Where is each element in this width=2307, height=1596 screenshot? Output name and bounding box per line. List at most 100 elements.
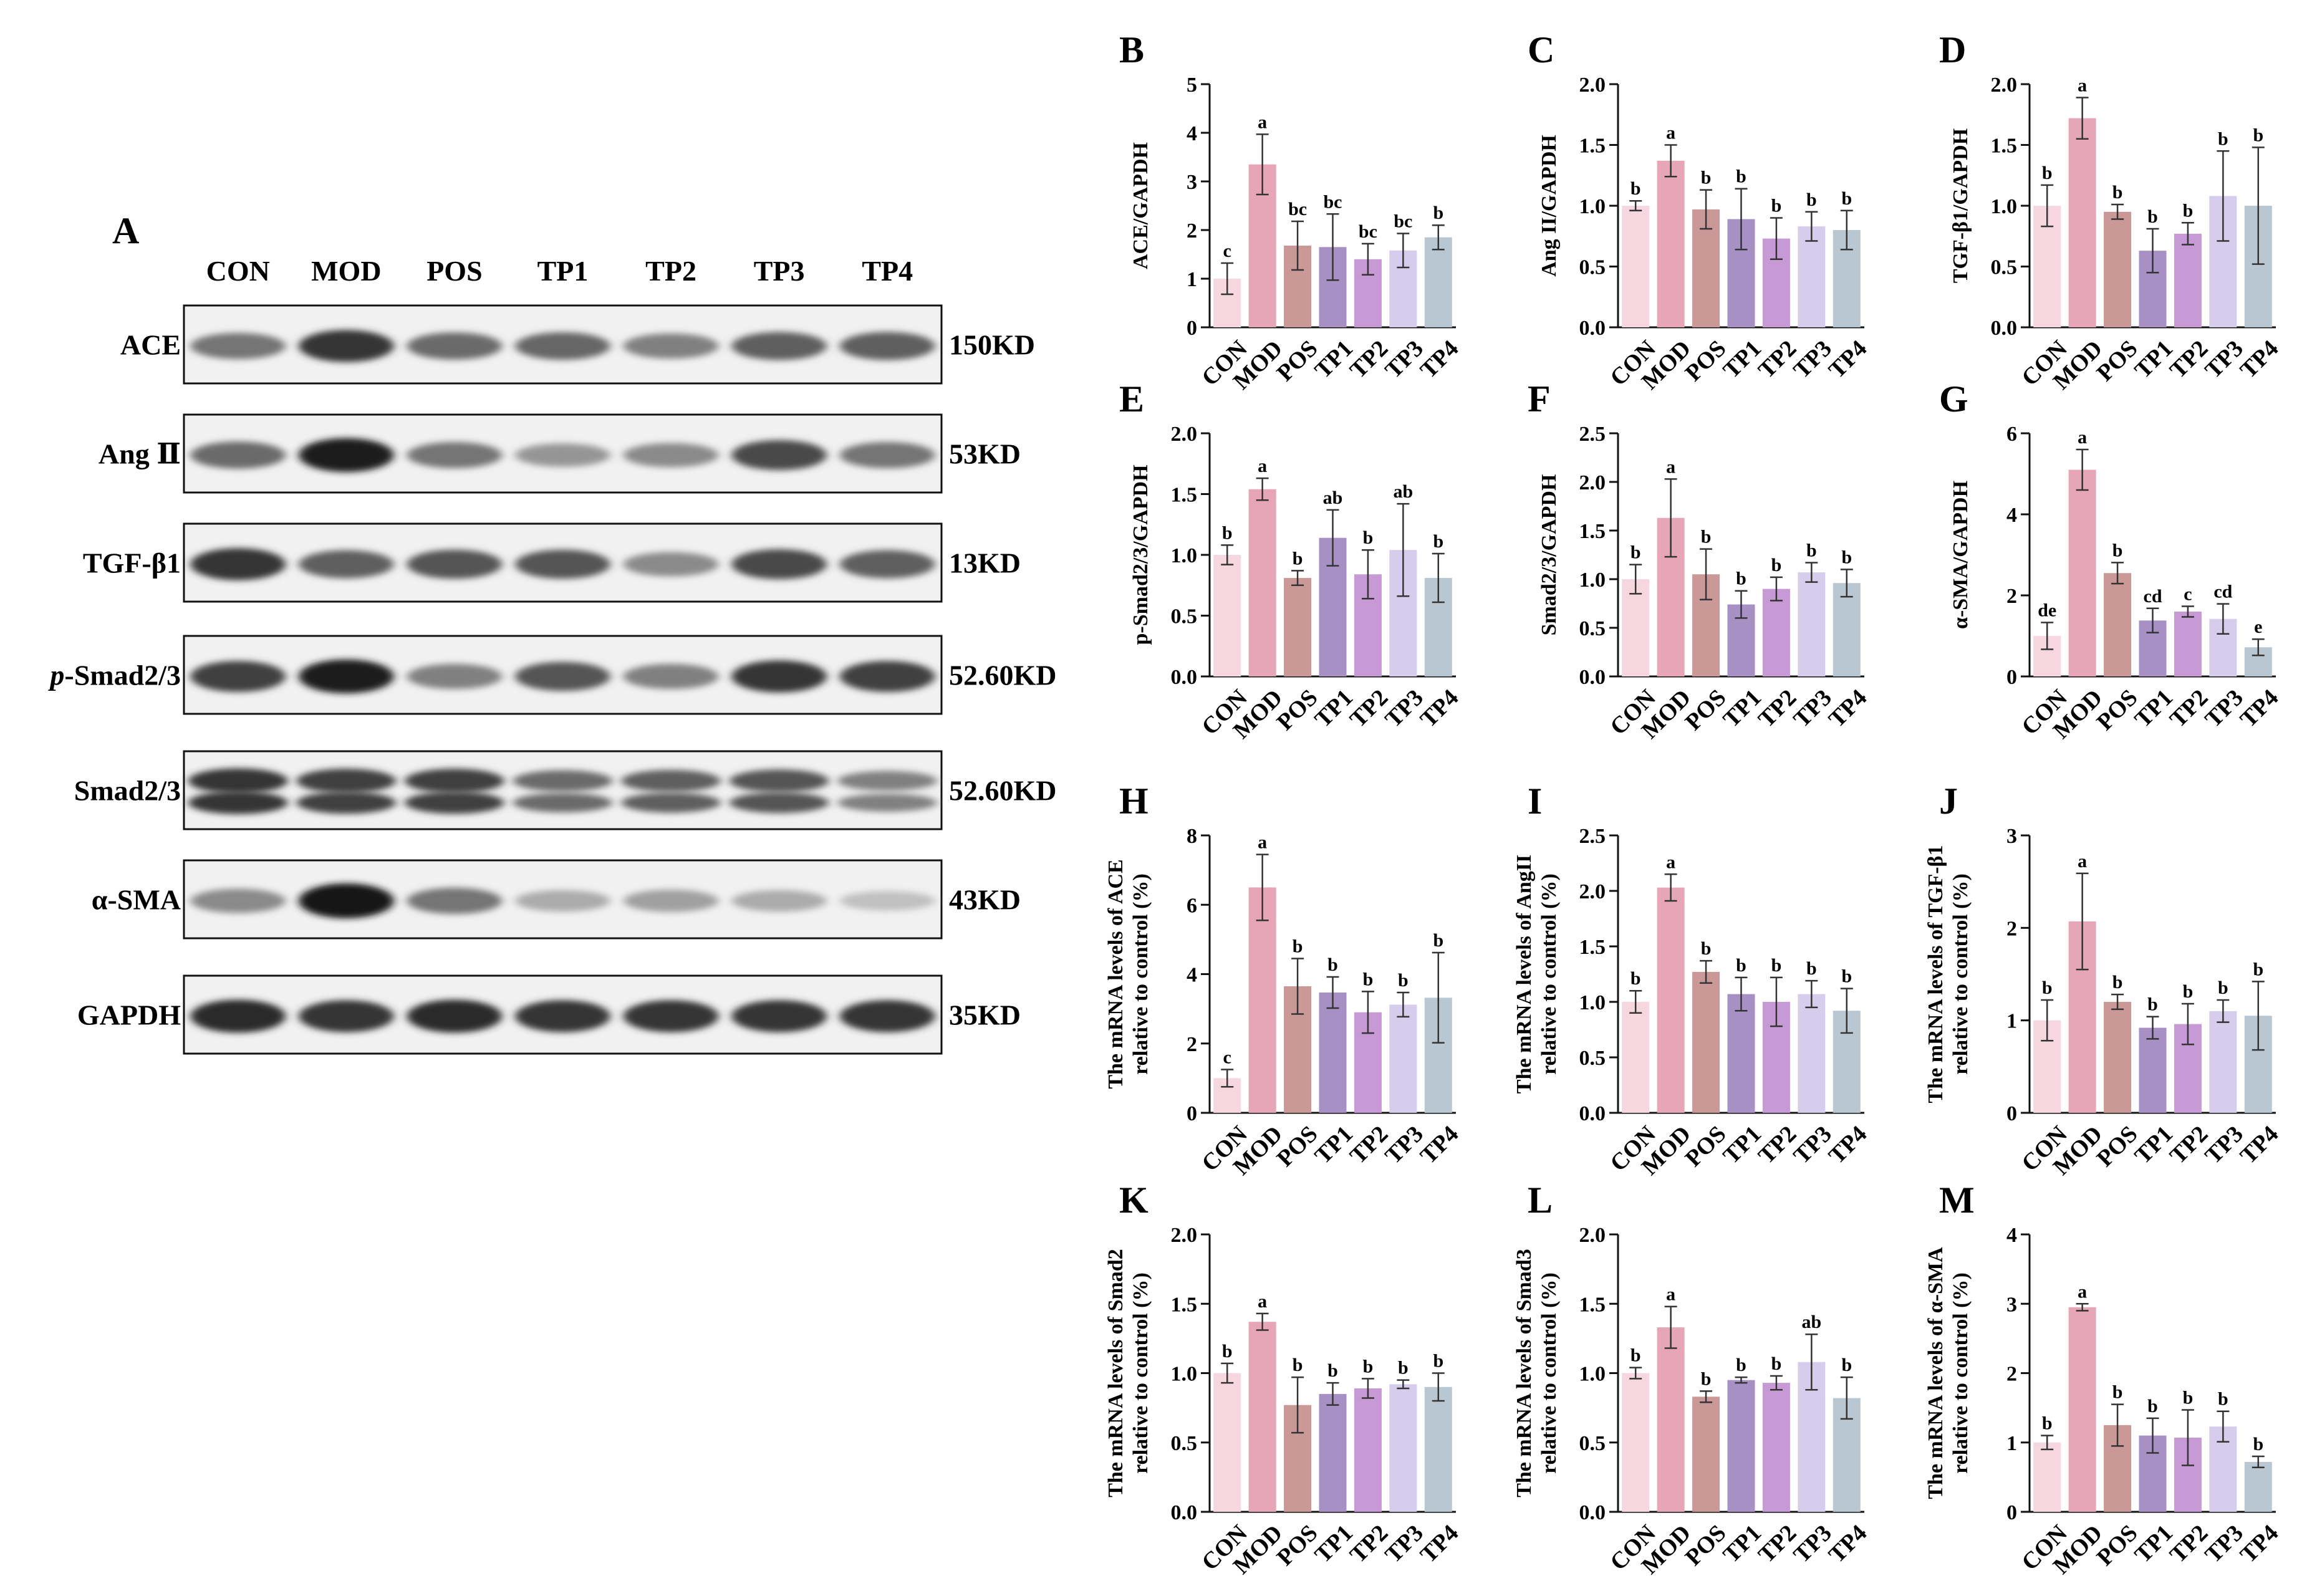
significance-label: a bbox=[1258, 456, 1267, 476]
significance-label: b bbox=[1630, 968, 1641, 989]
y-tick-label: 1.5 bbox=[1579, 135, 1606, 158]
x-tick-label: TP4 bbox=[2235, 1121, 2283, 1169]
significance-label: bc bbox=[1394, 211, 1412, 231]
blot-band bbox=[731, 1000, 827, 1032]
panel-letter-D: D bbox=[1939, 29, 1966, 70]
y-axis-label: relative to control (%) bbox=[1538, 1272, 1561, 1474]
blot-band bbox=[188, 791, 288, 814]
blot-band bbox=[729, 792, 829, 814]
blot-band bbox=[837, 771, 938, 791]
blot-rows: ACE 150KD Ang Ⅱ 53KD TGF-β1 13KD p-Smad2/3 52.6… bbox=[47, 304, 1057, 1055]
blot-band bbox=[298, 438, 394, 473]
panel-letter-J: J bbox=[1939, 781, 1958, 822]
chart-G: Gα-SMA/GAPDH0246deCONaMODbPOScdTP1cTP2cd… bbox=[1939, 378, 2283, 744]
bar bbox=[2104, 573, 2132, 676]
bar bbox=[1727, 1380, 1755, 1512]
bar bbox=[2174, 612, 2202, 676]
significance-label: b bbox=[1293, 548, 1303, 569]
blot-group-label: TP2 bbox=[645, 255, 696, 287]
y-tick-label: 2 bbox=[2006, 917, 2017, 940]
y-tick-label: 1.5 bbox=[1991, 135, 2018, 158]
y-tick-label: 1.0 bbox=[1579, 569, 1606, 592]
y-tick-label: 1.5 bbox=[1579, 1293, 1606, 1316]
y-tick-label: 1.0 bbox=[1171, 544, 1198, 567]
blot-band bbox=[407, 887, 503, 915]
significance-label: a bbox=[2078, 427, 2087, 448]
bar bbox=[2174, 233, 2202, 327]
bar bbox=[1622, 1002, 1650, 1113]
blot-band bbox=[515, 890, 610, 912]
y-axis-label: The mRNA levels of α-SMA bbox=[1924, 1247, 1947, 1499]
bar bbox=[1424, 1387, 1452, 1512]
significance-label: b bbox=[1293, 1355, 1303, 1375]
y-tick-label: 4 bbox=[1187, 122, 1197, 145]
blot-band bbox=[188, 768, 288, 794]
blot-band bbox=[731, 890, 827, 912]
bar bbox=[2033, 1442, 2061, 1512]
blot-band bbox=[407, 663, 503, 690]
significance-label: b bbox=[1222, 1341, 1233, 1362]
significance-label: b bbox=[2112, 182, 2123, 203]
blot-band bbox=[731, 660, 827, 693]
significance-label: bc bbox=[1324, 191, 1342, 212]
y-axis-label: relative to control (%) bbox=[1129, 873, 1152, 1075]
significance-label: b bbox=[1433, 1351, 1443, 1372]
y-axis-label: The mRNA levels of Smad2 bbox=[1104, 1249, 1127, 1497]
y-tick-label: 1.0 bbox=[1171, 1363, 1198, 1386]
blot-row-size: 52.60KD bbox=[949, 775, 1057, 807]
blot-row-size: 35KD bbox=[949, 999, 1021, 1031]
bar bbox=[1657, 1327, 1685, 1512]
blot-row-size: 150KD bbox=[949, 329, 1035, 361]
bar bbox=[1692, 1396, 1720, 1512]
blot-band bbox=[623, 552, 719, 577]
y-tick-label: 0.0 bbox=[1171, 1501, 1198, 1524]
significance-label: c bbox=[1223, 241, 1231, 261]
significance-label: b bbox=[1327, 954, 1338, 975]
significance-label: b bbox=[1736, 569, 1746, 589]
panel-letter-C: C bbox=[1528, 29, 1554, 70]
significance-label: b bbox=[1771, 555, 1782, 575]
blot-band bbox=[296, 768, 397, 794]
bar bbox=[1319, 1393, 1347, 1512]
blot-band bbox=[729, 769, 829, 792]
significance-label: b bbox=[1841, 966, 1852, 987]
bar bbox=[2068, 118, 2096, 327]
y-tick-label: 0.0 bbox=[1579, 666, 1606, 689]
y-tick-label: 2.0 bbox=[1579, 471, 1606, 494]
y-axis-label: The mRNA levels of AngII bbox=[1513, 855, 1536, 1094]
y-tick-label: 2.5 bbox=[1579, 825, 1606, 848]
bar-charts: BACE/GAPDH012345cCONaMODbcPOSbcTP1bcTP2b… bbox=[1104, 29, 2283, 1579]
blot-band bbox=[190, 548, 286, 580]
significance-label: b bbox=[1293, 936, 1303, 956]
significance-label: a bbox=[1258, 832, 1267, 853]
panel-letter-G: G bbox=[1939, 378, 1968, 420]
y-tick-label: 5 bbox=[1187, 74, 1197, 97]
bar bbox=[1424, 237, 1452, 327]
significance-label: b bbox=[2183, 981, 2194, 1002]
y-tick-label: 1.5 bbox=[1579, 520, 1606, 543]
significance-label: b bbox=[1736, 166, 1746, 187]
blot-band bbox=[407, 441, 503, 469]
significance-label: a bbox=[1666, 1284, 1675, 1305]
x-tick-label: TP4 bbox=[1415, 685, 1463, 733]
significance-label: a bbox=[1666, 123, 1675, 143]
significance-label: b bbox=[1630, 542, 1641, 563]
blot-row: α-SMA 43KD bbox=[92, 859, 1021, 940]
bar bbox=[1798, 572, 1826, 676]
y-tick-label: 0 bbox=[2006, 1501, 2017, 1524]
y-tick-label: 2.0 bbox=[1171, 423, 1198, 446]
bar bbox=[1692, 971, 1720, 1113]
y-axis-label: The mRNA levels of TGF-β1 bbox=[1924, 845, 1947, 1103]
y-axis-label: relative to control (%) bbox=[1949, 873, 1972, 1075]
significance-label: b bbox=[2042, 978, 2053, 998]
blot-row: GAPDH 35KD bbox=[77, 974, 1021, 1055]
y-tick-label: 1.5 bbox=[1171, 1293, 1198, 1316]
blot-row-label: ACE bbox=[120, 329, 181, 361]
bar bbox=[1354, 1388, 1382, 1512]
x-tick-label: TP4 bbox=[1824, 1121, 1872, 1169]
x-tick-label: TP4 bbox=[1415, 1121, 1463, 1169]
y-tick-label: 0.0 bbox=[1991, 317, 2018, 340]
significance-label: a bbox=[1666, 852, 1675, 872]
blot-band bbox=[405, 791, 504, 814]
